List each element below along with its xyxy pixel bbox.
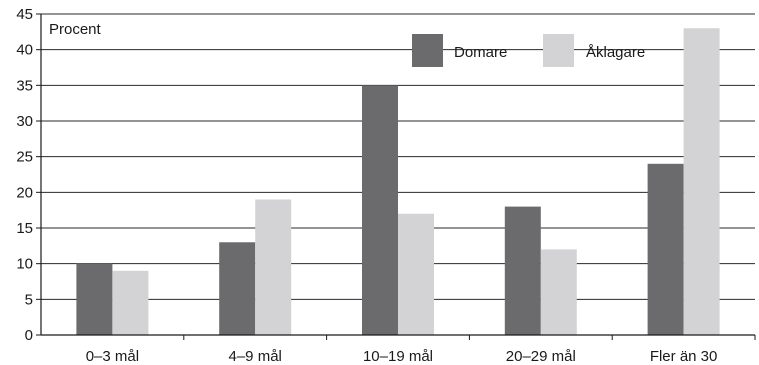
y-tick-labels: 0 5 10 15 20 25 30 35 40 45 (16, 6, 33, 344)
bar-domare (504, 206, 541, 335)
y-tick-label: 0 (25, 327, 33, 344)
bar-domare (647, 163, 684, 335)
bar-klagare (112, 270, 149, 335)
y-axis-unit-label: Procent (49, 21, 102, 38)
y-tick-label: 10 (16, 256, 33, 273)
legend-label-domare: Domare (454, 44, 507, 61)
x-category-labels: 0–3 mål 4–9 mål 10–19 mål 20–29 mål Fler än … (86, 348, 718, 365)
bars (76, 28, 720, 336)
legend-swatch-aklagare (543, 34, 574, 67)
legend-swatch-domare (412, 34, 443, 67)
y-tick-label: 25 (16, 149, 33, 166)
x-category-label: 4–9 mål (229, 348, 282, 365)
legend-label-aklagare: Åklagare (586, 44, 645, 61)
bar-domare (76, 263, 113, 335)
y-tick-label: 30 (16, 113, 33, 130)
bar-klagare (683, 28, 720, 336)
y-tick-label: 45 (16, 6, 33, 23)
y-tick-label: 5 (25, 291, 33, 308)
bar-domare (362, 85, 398, 335)
bar-klagare (255, 199, 292, 335)
y-tick-label: 35 (16, 77, 33, 94)
x-category-label: 0–3 mål (86, 348, 139, 365)
x-category-label: Fler än 30 (650, 348, 718, 365)
y-tick-label: 40 (16, 42, 33, 59)
axes (36, 13, 756, 340)
y-tick-label: 20 (16, 184, 33, 201)
x-category-label: 10–19 mål (363, 348, 433, 365)
legend: Domare Åklagare (412, 34, 645, 67)
bar-klagare (540, 249, 577, 335)
x-category-label: 20–29 mål (506, 348, 576, 365)
bar-klagare (398, 213, 434, 335)
bar-domare (219, 242, 256, 335)
y-tick-label: 15 (16, 220, 33, 237)
